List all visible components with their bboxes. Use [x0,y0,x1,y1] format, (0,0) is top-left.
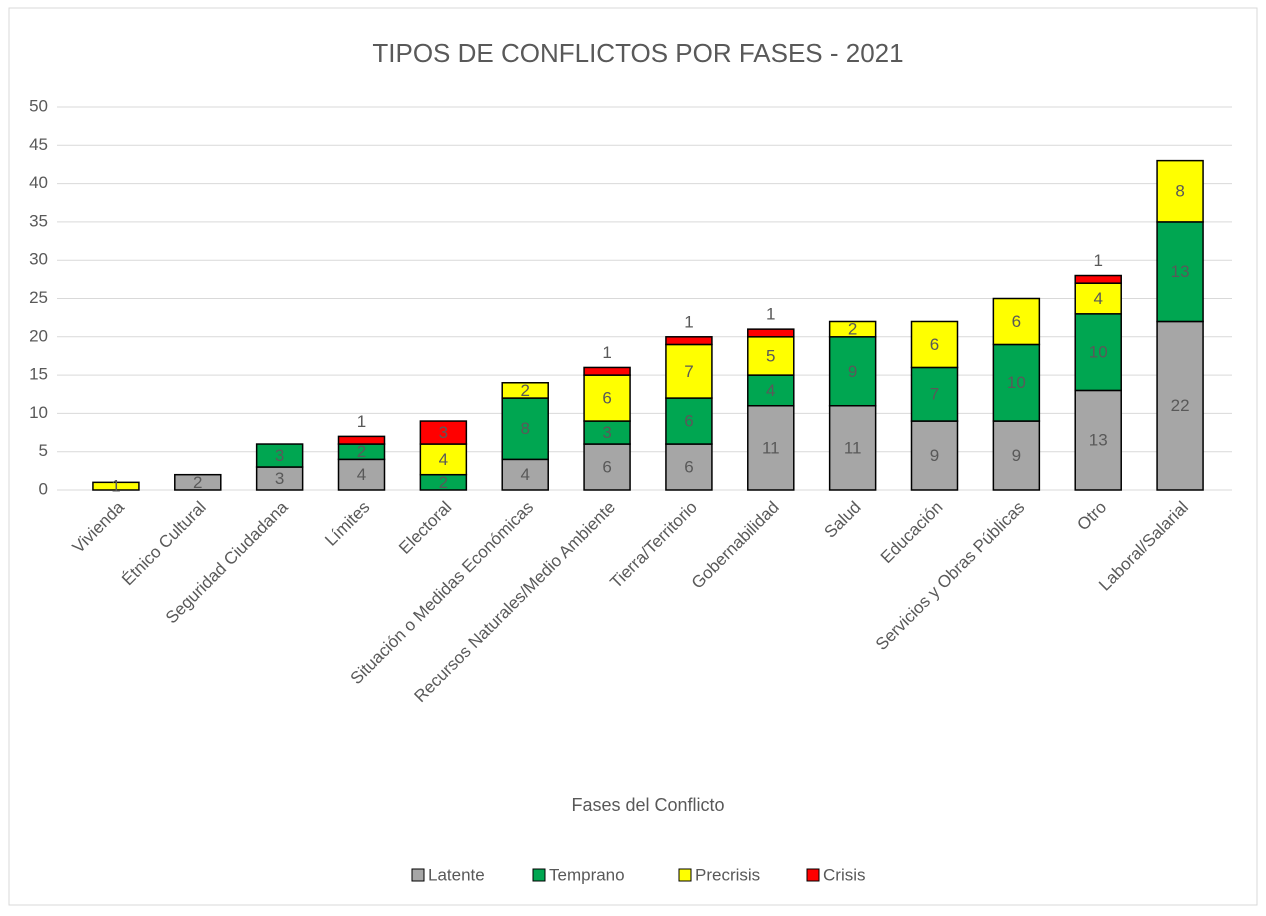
data-label: 4 [1093,289,1102,308]
y-tick-label: 35 [29,211,48,230]
data-label: 5 [766,346,775,365]
bar-segment [1074,389,1122,491]
chart-title: TIPOS DE CONFLICTOS POR FASES - 2021 [372,38,903,68]
y-tick-label: 40 [29,173,48,192]
bar-segment [665,397,713,445]
y-tick-label: 50 [29,96,48,115]
bar-segment [419,443,468,476]
y-tick-label: 0 [39,479,48,498]
data-label: 1 [1093,251,1102,270]
bar-segment [828,404,877,491]
data-label: 1 [766,305,775,324]
bar-segment [992,420,1041,491]
y-tick-label: 5 [39,441,48,460]
bar-segment [665,443,713,491]
data-label: 2 [439,473,448,492]
legend-swatch [532,868,546,882]
data-label: 13 [1089,431,1108,450]
data-label: 3 [602,423,611,442]
bar-segment [1156,159,1204,223]
bar-segment [910,366,959,422]
data-label: 9 [848,362,857,381]
bar-segment [992,297,1041,346]
y-tick-label: 45 [29,135,48,154]
bar-segment [337,435,386,445]
data-label: 6 [602,458,611,477]
data-label: 1 [602,343,611,362]
bar-segment [583,366,631,376]
data-label: 2 [848,320,857,339]
bar-segment [92,481,140,491]
legend-label: Precrisis [695,865,760,884]
bar-segment [419,420,468,445]
data-label: 6 [684,412,693,431]
bar-segment [501,382,549,399]
y-tick-label: 15 [29,365,48,384]
data-label: 8 [520,419,529,438]
data-label: 13 [1171,262,1190,281]
y-tick-label: 25 [29,288,48,307]
bar-segment [828,336,877,407]
bar-segment [910,420,959,491]
bar-segment [665,343,713,399]
data-label: 3 [275,469,284,488]
chart-border [8,7,1258,906]
bar-segment [583,443,631,491]
legend-label: Temprano [549,865,625,884]
data-label: 10 [1089,343,1108,362]
x-axis-title: Fases del Conflicto [571,795,724,815]
data-label: 1 [684,312,693,331]
bar-segment [828,320,877,338]
data-label: 4 [766,381,775,400]
data-label: 1 [357,412,366,431]
data-label: 4 [439,450,448,469]
data-label: 2 [520,381,529,400]
data-label: 7 [684,362,693,381]
data-label: 4 [357,465,366,484]
data-label: 6 [1012,312,1021,331]
data-label: 9 [1012,446,1021,465]
bar-segment [665,336,713,346]
bar-segment [501,397,549,461]
bar-segment [583,374,631,422]
bar-segment [337,458,386,491]
bar-segment [501,458,549,491]
data-label: 3 [275,446,284,465]
legend-swatch [678,868,692,882]
legend-swatch [806,868,820,882]
bar-segment [747,328,795,338]
bar-segment [174,473,222,491]
y-tick-label: 20 [29,326,48,345]
data-label: 10 [1007,373,1026,392]
bar-segment [1156,320,1204,491]
legend-label: Crisis [823,865,866,884]
data-label: 11 [762,438,780,457]
data-label: 9 [930,446,939,465]
bar-segment [255,443,304,468]
data-label: 1 [111,477,120,496]
legend-label: Latente [428,865,485,884]
bar-segment [747,336,795,376]
data-label: 2 [357,442,366,461]
legend-swatch [411,868,425,882]
data-label: 6 [930,335,939,354]
data-label: 4 [520,465,529,484]
data-label: 6 [602,389,611,408]
bar-segment [1074,313,1122,392]
data-label: 3 [439,423,448,442]
y-tick-label: 10 [29,403,48,422]
bar-segment [910,320,959,369]
data-label: 2 [193,473,202,492]
bar-segment [1074,282,1122,315]
bar-segment [992,343,1041,422]
bar-segment [1074,274,1122,284]
y-tick-label: 30 [29,250,48,269]
data-label: 22 [1171,396,1190,415]
data-label: 6 [684,458,693,477]
data-label: 7 [930,385,939,404]
data-label: 11 [844,438,862,457]
data-label: 8 [1175,182,1184,201]
